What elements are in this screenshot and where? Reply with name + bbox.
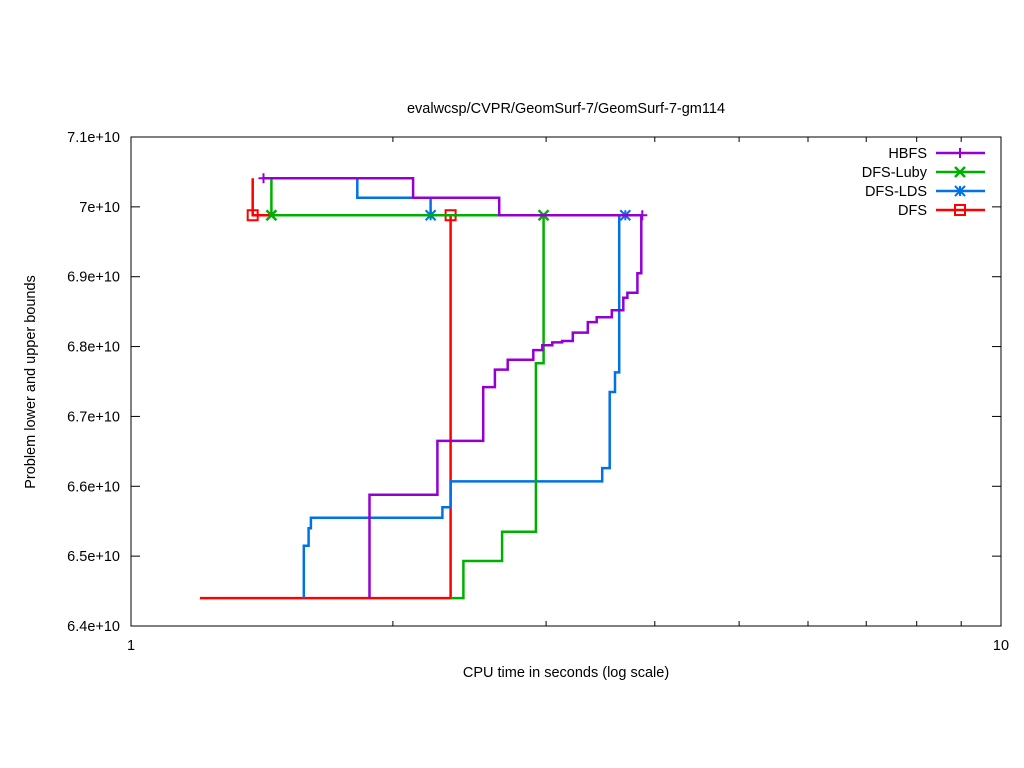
x-axis-label: CPU time in seconds (log scale)	[463, 665, 669, 681]
legend-label-dfs-luby: DFS-Luby	[862, 165, 928, 181]
dfs-point	[246, 209, 259, 222]
chart-title: evalwcsp/CVPR/GeomSurf-7/GeomSurf-7-gm11…	[407, 101, 725, 117]
y-tick-label: 7e+10	[79, 200, 120, 216]
hbfs-point	[637, 210, 648, 221]
series-dfs	[199, 178, 457, 600]
y-axis: 6.4e+10 6.5e+10 6.6e+10 6.7e+10 6.8e+10 6.9e+…	[67, 130, 1001, 635]
legend-marker-dfs	[954, 204, 966, 216]
series-hbfs	[258, 173, 648, 599]
hbfs-lower-bound-line	[368, 215, 643, 599]
legend-marker-hbfs	[955, 148, 965, 158]
y-tick-label: 7.1e+10	[67, 130, 120, 146]
legend-marker-dfs-luby	[954, 166, 966, 178]
series-dfs-lds	[302, 176, 632, 599]
x-tick-label: 10	[993, 638, 1009, 654]
series-dfs-luby	[265, 178, 550, 600]
y-tick-label: 6.9e+10	[67, 270, 120, 286]
legend: HBFS DFS-Luby DFS-LDS DFS	[862, 146, 985, 219]
hbfs-upper-bound-line	[263, 176, 643, 217]
legend-label-dfs-lds: DFS-LDS	[865, 184, 927, 200]
y-tick-label: 6.6e+10	[67, 479, 120, 495]
dfs-lds-lower-bound-line	[302, 213, 626, 599]
y-tick-label: 6.4e+10	[67, 619, 120, 635]
dfs-lower-bound-line	[199, 215, 452, 600]
legend-marker-dfs-lds	[954, 185, 966, 197]
dfs-luby-lower-bound-line	[450, 215, 545, 600]
y-tick-label: 6.8e+10	[67, 340, 120, 356]
series-layer	[199, 173, 648, 600]
x-tick-label: 1	[127, 638, 135, 654]
y-axis-label: Problem lower and upper bounds	[23, 275, 39, 489]
plot-area	[130, 136, 1002, 627]
dfs-luby-point	[265, 209, 278, 222]
legend-label-dfs: DFS	[898, 203, 927, 219]
y-tick-label: 6.7e+10	[67, 409, 120, 425]
x-axis: 1 10	[127, 137, 1009, 654]
hbfs-point	[258, 173, 269, 184]
legend-label-hbfs: HBFS	[888, 146, 927, 162]
y-tick-label: 6.5e+10	[67, 549, 120, 565]
